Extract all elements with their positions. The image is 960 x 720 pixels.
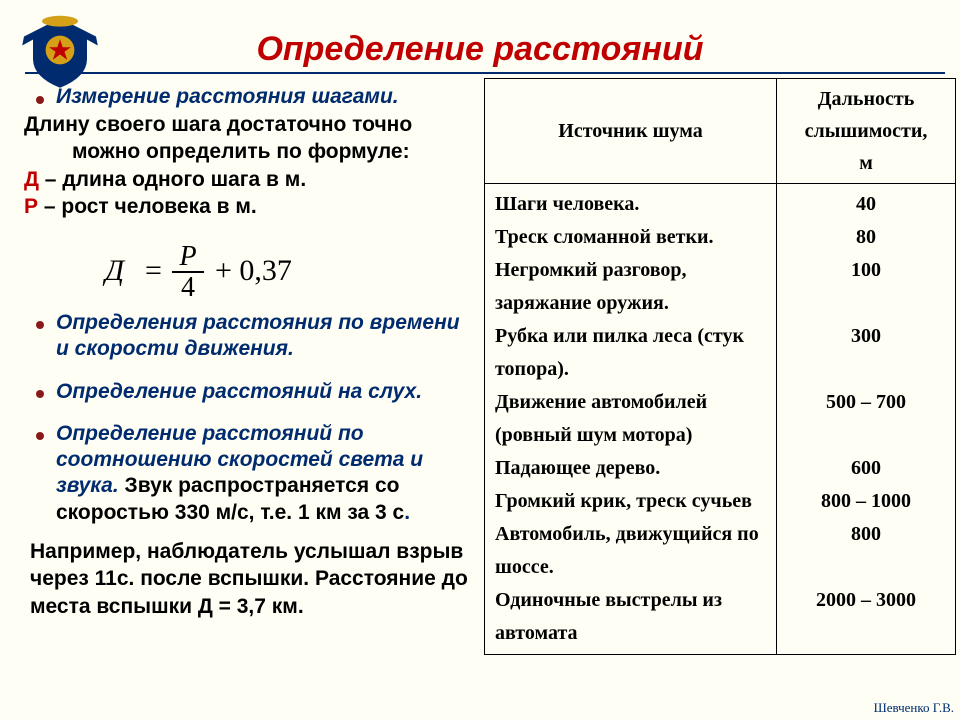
bullet-3: Определение расстояний на слух. — [22, 379, 477, 405]
bullet-2: Определения расстояния по времени и скор… — [22, 310, 477, 363]
header-source: Источник шума — [485, 79, 777, 184]
source-item: Негромкий разговор, заряжание оружия. — [495, 254, 766, 320]
distance-item: 40 — [787, 188, 945, 221]
header-distance: Дальность слышимости, м — [777, 79, 956, 184]
footer-credit: Шевченко Г.В. — [874, 700, 954, 716]
p-letter: Р — [24, 195, 38, 218]
source-item: Рубка или пилка леса (стук топора). — [495, 320, 766, 386]
distance-column: 4080100300500 – 700600800 – 10008002000 … — [777, 184, 956, 655]
formula-num: P — [178, 241, 196, 272]
formula-eq: = — [145, 254, 162, 287]
bullet-1: Измерение расстояния шагами. — [22, 85, 477, 109]
source-item: Громкий крик, треск сучьев — [495, 485, 766, 518]
distance-item: 2000 – 3000 — [787, 584, 945, 650]
p-rest: – рост человека в м. — [38, 195, 257, 218]
header-distance-l2: слышимости, — [787, 115, 945, 147]
example-text: Например, наблюдатель услышал взрыв чере… — [30, 538, 477, 620]
source-item: Движение автомобилей (ровный шум мотора) — [495, 386, 766, 452]
bullet-dot-icon — [36, 432, 44, 440]
bullet-dot-icon — [36, 321, 44, 329]
formula-lhs: Д — [102, 254, 126, 287]
audibility-table: Источник шума Дальность слышимости, м Ша… — [484, 78, 956, 655]
table-header-row: Источник шума Дальность слышимости, м — [485, 79, 956, 184]
d-rest: – длина одного шага в м. — [39, 168, 306, 191]
header-distance-l3: м — [787, 147, 945, 179]
bullet-dot-icon — [36, 390, 44, 398]
formula: Д = P 4 + 0,37 — [100, 240, 330, 305]
page-title: Определение расстояний — [0, 30, 960, 69]
distance-item: 500 – 700 — [787, 386, 945, 452]
header-distance-l1: Дальность — [787, 83, 945, 115]
d-letter: Д — [24, 168, 39, 191]
bullet-1-heading: Измерение расстояния шагами. — [56, 85, 399, 109]
source-item: Одиночные выстрелы из автомата — [495, 584, 766, 650]
bullet-2-text: Определения расстояния по времени и скор… — [56, 310, 477, 363]
distance-item: 100 — [787, 254, 945, 320]
definition-d: Д – длина одного шага в м. — [24, 166, 477, 193]
bullet-4-text: Определение расстояний по соотношению ск… — [56, 421, 477, 526]
source-column: Шаги человека.Треск сломанной ветки.Негр… — [485, 184, 777, 655]
left-column: Измерение расстояния шагами. Длину своег… — [22, 85, 477, 620]
table-body-row: Шаги человека.Треск сломанной ветки.Негр… — [485, 184, 956, 655]
distance-item: 600 — [787, 452, 945, 485]
source-item: Автомобиль, движущийся по шоссе. — [495, 518, 766, 584]
intro-line-1: Длину своего шага достаточно точно — [24, 111, 477, 138]
bullet-4: Определение расстояний по соотношению ск… — [22, 421, 477, 526]
source-item: Шаги человека. — [495, 188, 766, 221]
distance-item: 800 — [787, 518, 945, 584]
distance-item: 300 — [787, 320, 945, 386]
definition-p: Р – рост человека в м. — [24, 193, 477, 220]
formula-den: 4 — [181, 272, 195, 300]
formula-plus: + 0,37 — [215, 254, 292, 287]
source-item: Падающее дерево. — [495, 452, 766, 485]
distance-item: 800 – 1000 — [787, 485, 945, 518]
title-underline — [25, 72, 945, 74]
intro-line-2: можно определить по формуле: — [72, 138, 477, 165]
bullet-dot-icon — [36, 96, 44, 104]
distance-item: 80 — [787, 221, 945, 254]
bullet-3-text: Определение расстояний на слух. — [56, 379, 422, 405]
source-item: Треск сломанной ветки. — [495, 221, 766, 254]
